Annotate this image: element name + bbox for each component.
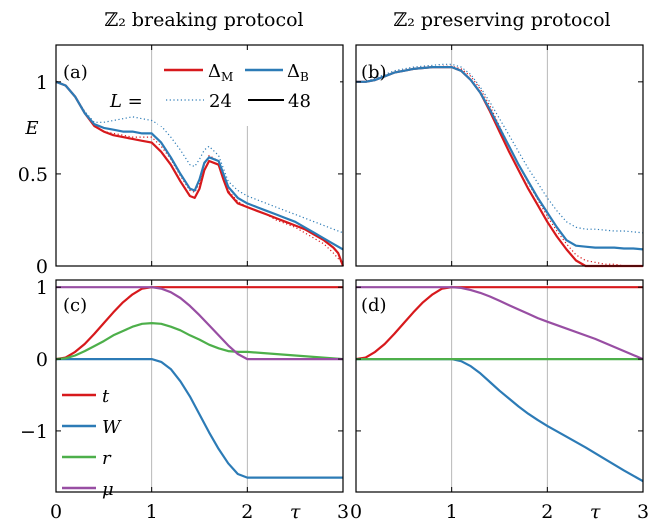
title-left: ℤ₂ breaking protocol [104, 9, 303, 31]
y-tick-label: −1 [20, 421, 48, 443]
x-tick-label: 3 [337, 501, 349, 523]
legend-mu: μ [102, 479, 114, 500]
y-tick-label: 0 [36, 349, 48, 371]
y-axis-label-e: E [24, 118, 38, 139]
series-line--b-l-48-panel2 [356, 65, 644, 251]
series-line-w-panel3 [56, 358, 343, 479]
x-tick-label: 2 [541, 501, 553, 523]
plot-frame-panel4 [355, 279, 644, 493]
y-tick-label: 0 [36, 256, 48, 278]
panel-label-d: (d) [361, 295, 387, 316]
legend-bottom: t W r μ [62, 386, 122, 500]
series-line--b-l-48-panel1 [55, 80, 344, 251]
plot-frame-panel1 [55, 44, 344, 267]
series-line-t-panel4 [355, 286, 643, 361]
panel-label-b: (b) [361, 62, 387, 83]
legend-top: ΔM ΔB L = 24 48 [109, 50, 340, 126]
legend-l-equals: L = [109, 91, 143, 112]
panel-label-a: (a) [63, 62, 88, 83]
title-right: ℤ₂ preserving protocol [393, 9, 610, 31]
plot-frame-panel2 [355, 44, 644, 267]
plot-frame-panel3 [55, 279, 344, 493]
series-line--m-l-24-panel2 [356, 65, 643, 267]
x-tick-label: 3 [637, 501, 649, 523]
x-tick-label: 2 [241, 501, 253, 523]
legend-r: r [102, 448, 112, 469]
series-line--m-l-48-panel2 [356, 65, 643, 268]
legend-l48: 48 [288, 91, 311, 112]
y-tick-label: 1 [36, 72, 48, 94]
series-line---panel3 [56, 286, 343, 361]
series-line---panel4 [356, 286, 644, 361]
panel-label-c: (c) [63, 295, 87, 316]
x-tick-label: 1 [146, 501, 158, 523]
legend-t: t [102, 386, 110, 407]
y-tick-label: 0.5 [18, 164, 48, 186]
x-tick-label: 0 [350, 501, 362, 523]
y-tick-label: 1 [36, 277, 48, 299]
x-axis-label-tau: τ [290, 501, 301, 523]
series-line-r-panel3 [55, 322, 344, 361]
series-line--m-l-48-panel1 [55, 80, 345, 267]
x-tick-label: 1 [446, 501, 458, 523]
series-line--b-l-24-panel1 [55, 81, 344, 234]
series-line-w-panel4 [356, 358, 644, 483]
x-axis-label-tau: τ [590, 501, 601, 523]
series-line-t-panel3 [55, 286, 343, 361]
legend-w: W [102, 417, 122, 438]
x-tick-label: 0 [50, 501, 62, 523]
legend-l24: 24 [209, 91, 232, 112]
series-line--b-l-24-panel2 [356, 63, 644, 234]
